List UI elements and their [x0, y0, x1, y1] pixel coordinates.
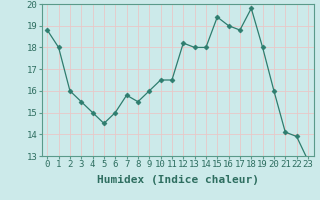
X-axis label: Humidex (Indice chaleur): Humidex (Indice chaleur): [97, 175, 259, 185]
